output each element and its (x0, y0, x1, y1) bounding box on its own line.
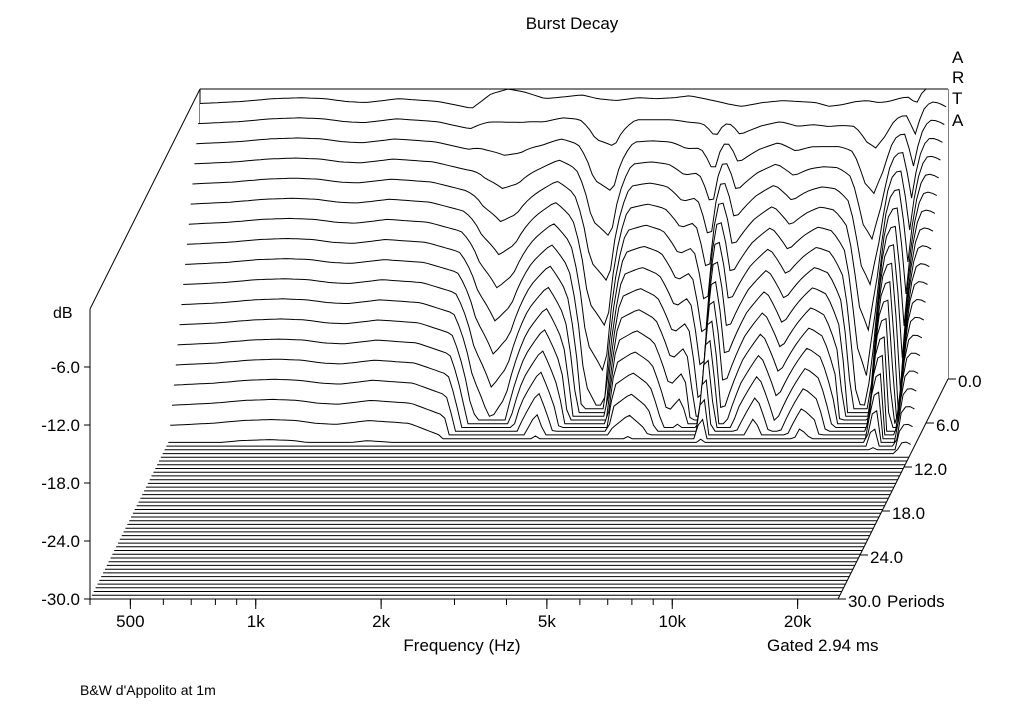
decay-slice-line (188, 191, 938, 376)
x-axis-label: Frequency (Hz) (403, 636, 520, 655)
z-tick-label: 12.0 (914, 460, 947, 479)
y-tick-label: -24.0 (41, 532, 80, 551)
y-tick-label: -6.0 (51, 358, 80, 377)
decay-slice-line (166, 406, 915, 447)
decay-slice-fill (170, 371, 919, 441)
decay-slice-line (171, 352, 921, 436)
decay-slice-line (175, 316, 925, 428)
decay-slice-line (181, 263, 930, 417)
arta-letter-2: R (952, 68, 964, 87)
decay-slice-line (199, 88, 948, 109)
arta-letter-4: A (952, 111, 964, 130)
decay-slice-line (179, 281, 928, 421)
axes: 500 1k 2k 5k 10k 20k -6.0 -12.0 -18.0 -24.0 -30.0 0… (41, 358, 981, 631)
decay-slice-fill (162, 442, 911, 456)
decay-slice-line (192, 155, 941, 287)
decay-slices (90, 88, 948, 601)
x-tick-label: 10k (659, 612, 687, 631)
arta-brand: A R T A (952, 48, 964, 130)
y-tick-label: -30.0 (41, 590, 80, 609)
z-tick-label: 24.0 (870, 548, 903, 567)
decay-slice-line (186, 209, 936, 406)
decay-slice-line (164, 423, 913, 451)
z-axis-label: Periods (887, 592, 945, 611)
y-tick-label: -18.0 (41, 474, 80, 493)
chart-title: Burst Decay (526, 14, 619, 33)
decay-slice-fill (172, 353, 920, 437)
decay-slice-line (162, 441, 911, 455)
x-tick-label: 20k (784, 612, 812, 631)
x-tick-label: 500 (116, 612, 144, 631)
side-top-edge (89, 88, 201, 310)
x-tick-label: 2k (372, 612, 390, 631)
z-tick-label: 18.0 (892, 504, 925, 523)
arta-letter-3: T (952, 89, 962, 108)
decay-slice-line (168, 388, 917, 443)
decay-slice-line (196, 119, 945, 195)
x-tick-label: 1k (247, 612, 265, 631)
y-tick-label: -12.0 (41, 416, 80, 435)
decay-slice-line (170, 370, 919, 440)
decay-slice-line (190, 173, 939, 332)
z-axis-line (837, 378, 949, 600)
y-axis-label: dB (53, 305, 73, 322)
decay-slice-line (173, 334, 923, 432)
z-tick-label: 0.0 (958, 372, 982, 391)
z-tick-label: 30.0 (848, 592, 881, 611)
decay-slice-line (194, 137, 943, 241)
decay-slice-line (177, 298, 926, 425)
x-tick-label: 5k (538, 612, 556, 631)
gate-note: Gated 2.94 ms (767, 636, 879, 655)
footnote: B&W d'Appolito at 1m (80, 682, 216, 698)
decay-slice-line (198, 101, 947, 149)
z-tick-label: 6.0 (936, 416, 960, 435)
decay-slice-line (183, 245, 932, 414)
arta-letter-1: A (952, 48, 964, 67)
decay-slice-line (185, 227, 934, 410)
